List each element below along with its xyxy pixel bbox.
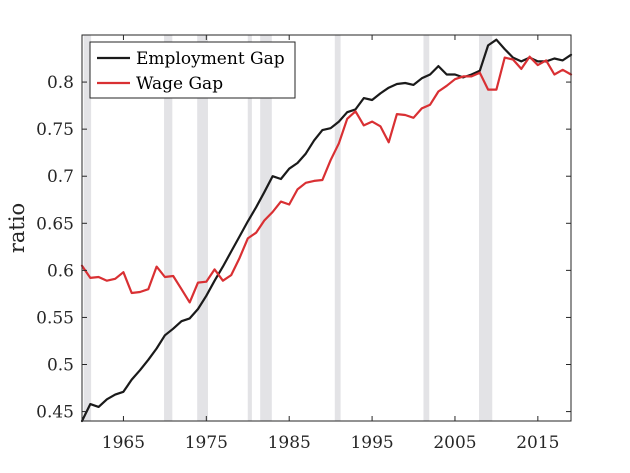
recession-band-3 — [247, 35, 252, 421]
series-line-0 — [80, 38, 573, 423]
x-tick-label: 1965 — [102, 433, 145, 453]
x-tick-label: 2015 — [516, 433, 559, 453]
y-tick-label: 0.75 — [36, 120, 74, 140]
y-tick-label: 0.8 — [47, 73, 74, 93]
recession-band-2 — [197, 35, 208, 421]
recession-band-7 — [479, 35, 493, 421]
y-tick-label: 0.55 — [36, 308, 74, 328]
legend-label: Employment Gap — [136, 49, 285, 69]
x-tick-label: 1995 — [350, 433, 393, 453]
y-tick-label: 0.45 — [36, 403, 74, 423]
legend-label: Wage Gap — [136, 74, 223, 94]
legend-box — [89, 41, 296, 99]
recession-shading — [83, 35, 493, 421]
recession-band-1 — [164, 35, 173, 421]
y-tick-label: 0.6 — [47, 261, 74, 281]
y-tick-label: 0.5 — [47, 356, 74, 376]
recession-band-5 — [334, 35, 341, 421]
series-lines — [80, 38, 573, 423]
x-axis: 1965 1975 1985 1995 2005 2015 — [102, 35, 559, 453]
series-line-1 — [80, 55, 573, 304]
plot-area-frame — [81, 34, 572, 422]
y-tick-label: 0.7 — [47, 167, 74, 187]
legend: Employment Gap Wage Gap — [89, 41, 296, 99]
recession-band-6 — [423, 35, 430, 421]
recession-band-0 — [83, 35, 92, 421]
x-tick-label: 1985 — [268, 433, 311, 453]
recession-band-4 — [260, 35, 272, 421]
x-tick-label: 1975 — [185, 433, 228, 453]
y-tick-label: 0.65 — [36, 214, 74, 234]
y-axis-label: ratio — [5, 203, 29, 253]
x-tick-label: 2005 — [433, 433, 476, 453]
y-axis: 0.45 0.5 0.55 0.6 0.65 0.7 0.75 0.8 — [36, 73, 571, 423]
